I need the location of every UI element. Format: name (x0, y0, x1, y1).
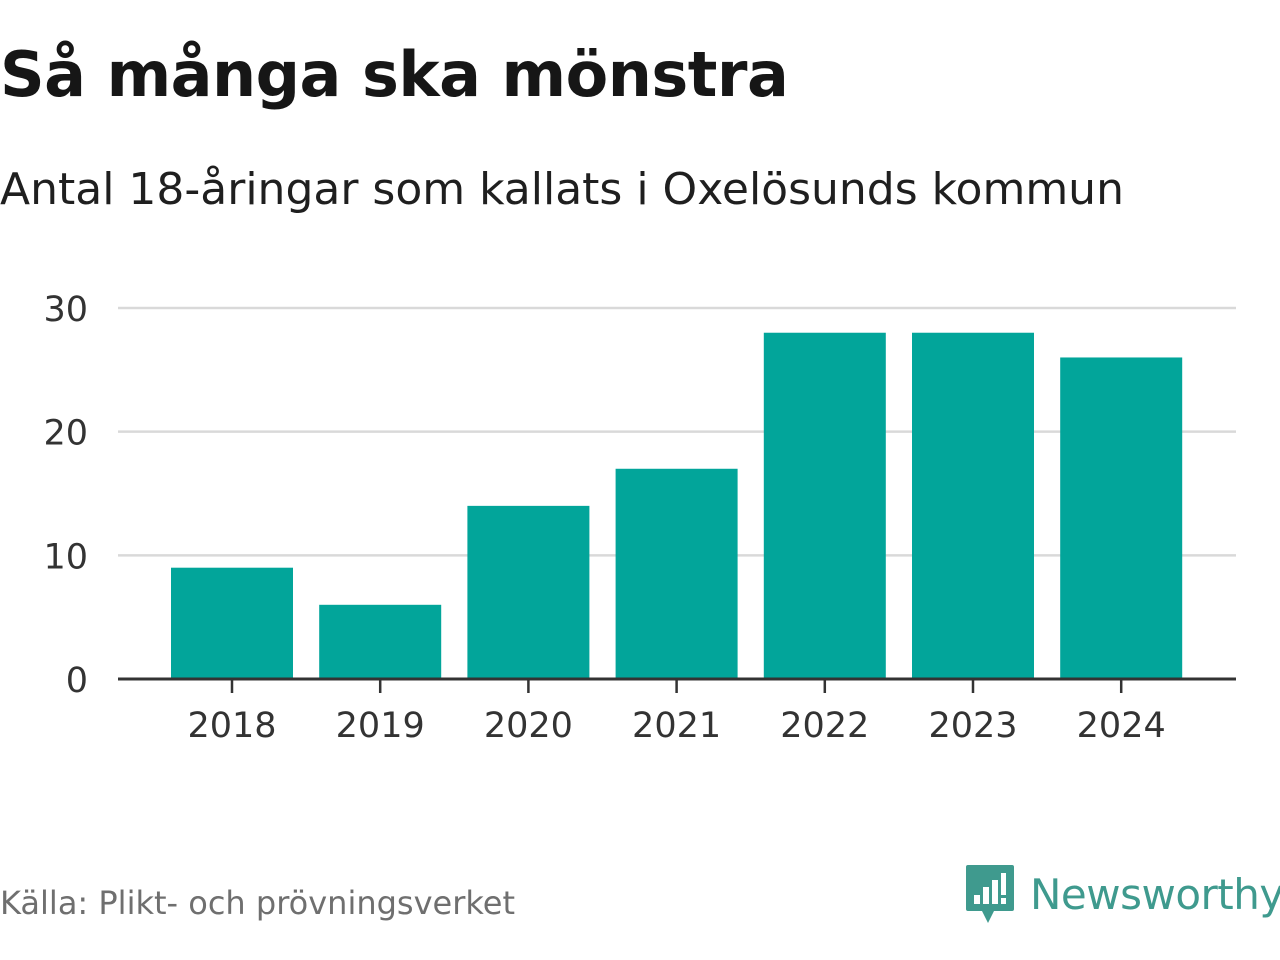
bar-2024 (1060, 357, 1183, 679)
x-tick-label: 2019 (336, 706, 425, 746)
chart-subtitle: Antal 18-åringar som kallats i Oxelösund… (0, 164, 1124, 215)
x-tick-label: 2018 (187, 706, 276, 746)
source-note: Källa: Plikt- och prövningsverket (0, 884, 515, 922)
chart-title: Så många ska mönstra (0, 38, 789, 111)
x-tick-label: 2023 (928, 706, 1017, 746)
x-tick-label: 2020 (484, 706, 573, 746)
bar-2021 (615, 468, 738, 679)
bar-2019 (319, 604, 442, 679)
y-tick-label: 0 (66, 661, 88, 701)
bar-2023 (912, 332, 1034, 679)
y-tick-label: 20 (43, 414, 88, 454)
y-tick-label: 30 (43, 290, 88, 330)
x-tick-label: 2024 (1077, 706, 1166, 746)
bar-2022 (763, 332, 886, 679)
x-tick-label: 2021 (632, 706, 721, 746)
brand-name: Newsworthy (1030, 869, 1280, 919)
x-tick-label: 2022 (780, 706, 869, 746)
newsworthy-logo-icon (966, 865, 1014, 923)
bar-2020 (467, 505, 590, 679)
brand-logo: Newsworthy (964, 862, 1280, 926)
y-tick-label: 10 (43, 537, 88, 577)
bar-2018 (171, 567, 293, 679)
